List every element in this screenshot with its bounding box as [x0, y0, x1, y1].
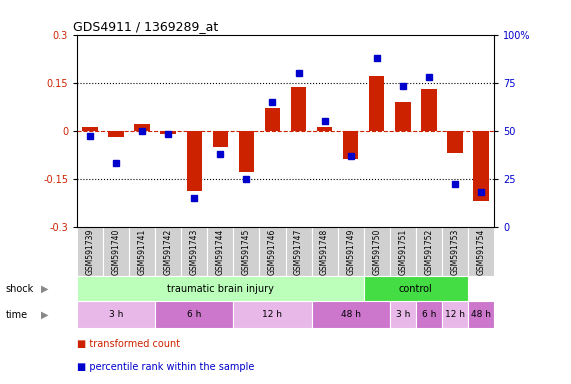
Bar	[312, 301, 389, 328]
Text: 3 h: 3 h	[109, 310, 123, 319]
Bar	[134, 124, 150, 131]
Bar	[286, 227, 312, 276]
Text: 48 h: 48 h	[471, 310, 491, 319]
Bar	[129, 227, 155, 276]
Bar	[234, 301, 312, 328]
Text: GSM591740: GSM591740	[112, 229, 120, 275]
Text: shock: shock	[6, 284, 34, 294]
Text: ■ transformed count: ■ transformed count	[77, 339, 180, 349]
Text: GSM591744: GSM591744	[216, 229, 225, 275]
Text: control: control	[399, 284, 433, 294]
Text: 12 h: 12 h	[263, 310, 283, 319]
Bar	[77, 276, 364, 301]
Text: GSM591754: GSM591754	[476, 229, 485, 275]
Bar	[187, 131, 202, 191]
Text: ▶: ▶	[41, 284, 49, 294]
Text: GSM591746: GSM591746	[268, 229, 277, 275]
Text: GSM591753: GSM591753	[451, 229, 459, 275]
Bar	[212, 131, 228, 147]
Bar	[447, 131, 463, 153]
Text: ▶: ▶	[41, 310, 49, 320]
Text: traumatic brain injury: traumatic brain injury	[167, 284, 274, 294]
Bar	[82, 127, 98, 131]
Bar	[468, 301, 494, 328]
Text: GSM591743: GSM591743	[190, 229, 199, 275]
Bar	[343, 131, 359, 159]
Bar	[468, 227, 494, 276]
Text: 6 h: 6 h	[421, 310, 436, 319]
Text: GSM591739: GSM591739	[86, 229, 95, 275]
Bar	[312, 227, 337, 276]
Bar	[389, 301, 416, 328]
Bar	[77, 227, 103, 276]
Text: GSM591742: GSM591742	[164, 229, 173, 275]
Text: 3 h: 3 h	[396, 310, 410, 319]
Text: 48 h: 48 h	[341, 310, 361, 319]
Bar	[77, 301, 155, 328]
Bar	[442, 227, 468, 276]
Bar	[155, 301, 234, 328]
Text: GSM591741: GSM591741	[138, 229, 147, 275]
Bar	[369, 76, 384, 131]
Text: GSM591747: GSM591747	[294, 229, 303, 275]
Bar	[395, 102, 411, 131]
Text: GSM591749: GSM591749	[346, 229, 355, 275]
Text: time: time	[6, 310, 28, 320]
Bar	[416, 301, 442, 328]
Text: GSM591752: GSM591752	[424, 229, 433, 275]
Bar	[442, 301, 468, 328]
Bar	[160, 131, 176, 134]
Bar	[103, 227, 129, 276]
Bar	[364, 276, 468, 301]
Bar	[421, 89, 437, 131]
Bar	[416, 227, 442, 276]
Bar	[108, 131, 124, 137]
Text: GSM591751: GSM591751	[398, 229, 407, 275]
Bar	[317, 127, 332, 131]
Text: GSM591750: GSM591750	[372, 229, 381, 275]
Bar	[234, 227, 259, 276]
Bar	[265, 108, 280, 131]
Text: GSM591748: GSM591748	[320, 229, 329, 275]
Bar	[239, 131, 254, 172]
Bar	[473, 131, 489, 201]
Text: GSM591745: GSM591745	[242, 229, 251, 275]
Bar	[291, 88, 306, 131]
Bar	[389, 227, 416, 276]
Bar	[259, 227, 286, 276]
Bar	[364, 227, 389, 276]
Text: ■ percentile rank within the sample: ■ percentile rank within the sample	[77, 362, 255, 372]
Text: 6 h: 6 h	[187, 310, 202, 319]
Text: GDS4911 / 1369289_at: GDS4911 / 1369289_at	[73, 20, 218, 33]
Bar	[207, 227, 234, 276]
Text: 12 h: 12 h	[445, 310, 465, 319]
Bar	[337, 227, 364, 276]
Bar	[182, 227, 207, 276]
Bar	[155, 227, 182, 276]
